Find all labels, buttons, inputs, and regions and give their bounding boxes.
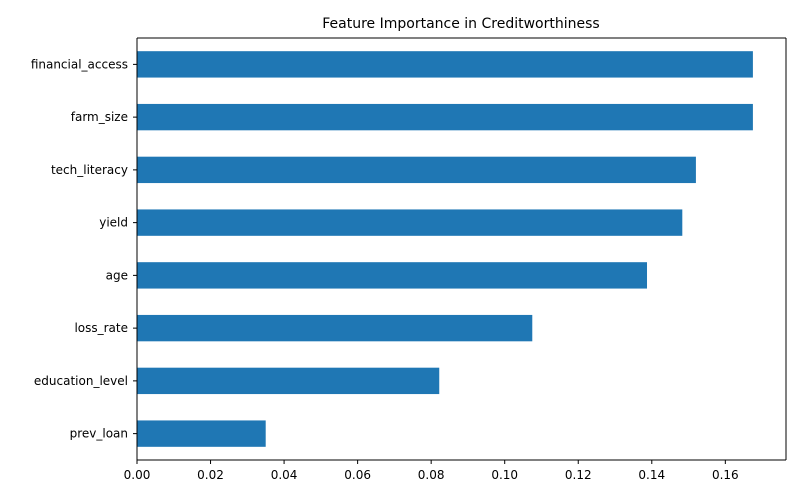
- bar-yield: [137, 209, 683, 236]
- x-tick-label: 0.02: [197, 468, 224, 482]
- y-tick-label: tech_literacy: [51, 163, 128, 177]
- y-tick-label: education_level: [34, 374, 128, 388]
- x-tick-label: 0.06: [344, 468, 371, 482]
- y-tick-label: farm_size: [71, 110, 128, 124]
- x-tick-label: 0.16: [712, 468, 739, 482]
- bar-financial-access: [137, 51, 753, 78]
- y-tick-label: yield: [99, 216, 128, 230]
- x-tick-label: 0.10: [491, 468, 518, 482]
- bar-tech-literacy: [137, 156, 696, 184]
- x-tick-label: 0.14: [638, 468, 665, 482]
- y-tick-label: prev_loan: [70, 427, 128, 441]
- x-axis-ticks: 0.00 0.02 0.04 0.06 0.08 0.10 0.12 0.14 0.16: [124, 460, 739, 482]
- bars-group: [137, 51, 753, 447]
- x-tick-label: 0.12: [565, 468, 592, 482]
- bar-prev-loan: [137, 420, 266, 447]
- bar-age: [137, 262, 648, 289]
- x-tick-label: 0.04: [271, 468, 298, 482]
- y-tick-label: loss_rate: [74, 321, 128, 335]
- x-tick-label: 0.08: [418, 468, 445, 482]
- y-axis-ticks: financial_access farm_size tech_literacyyi…: [31, 57, 137, 441]
- bar-farm-size: [137, 103, 753, 131]
- x-tick-label: 0.00: [124, 468, 151, 482]
- y-tick-label: age: [106, 268, 128, 282]
- y-tick-label: financial_access: [31, 57, 128, 71]
- bar-education-level: [137, 367, 440, 395]
- bar-loss-rate: [137, 314, 533, 342]
- chart-title: Feature Importance in Creditworthiness: [322, 16, 599, 32]
